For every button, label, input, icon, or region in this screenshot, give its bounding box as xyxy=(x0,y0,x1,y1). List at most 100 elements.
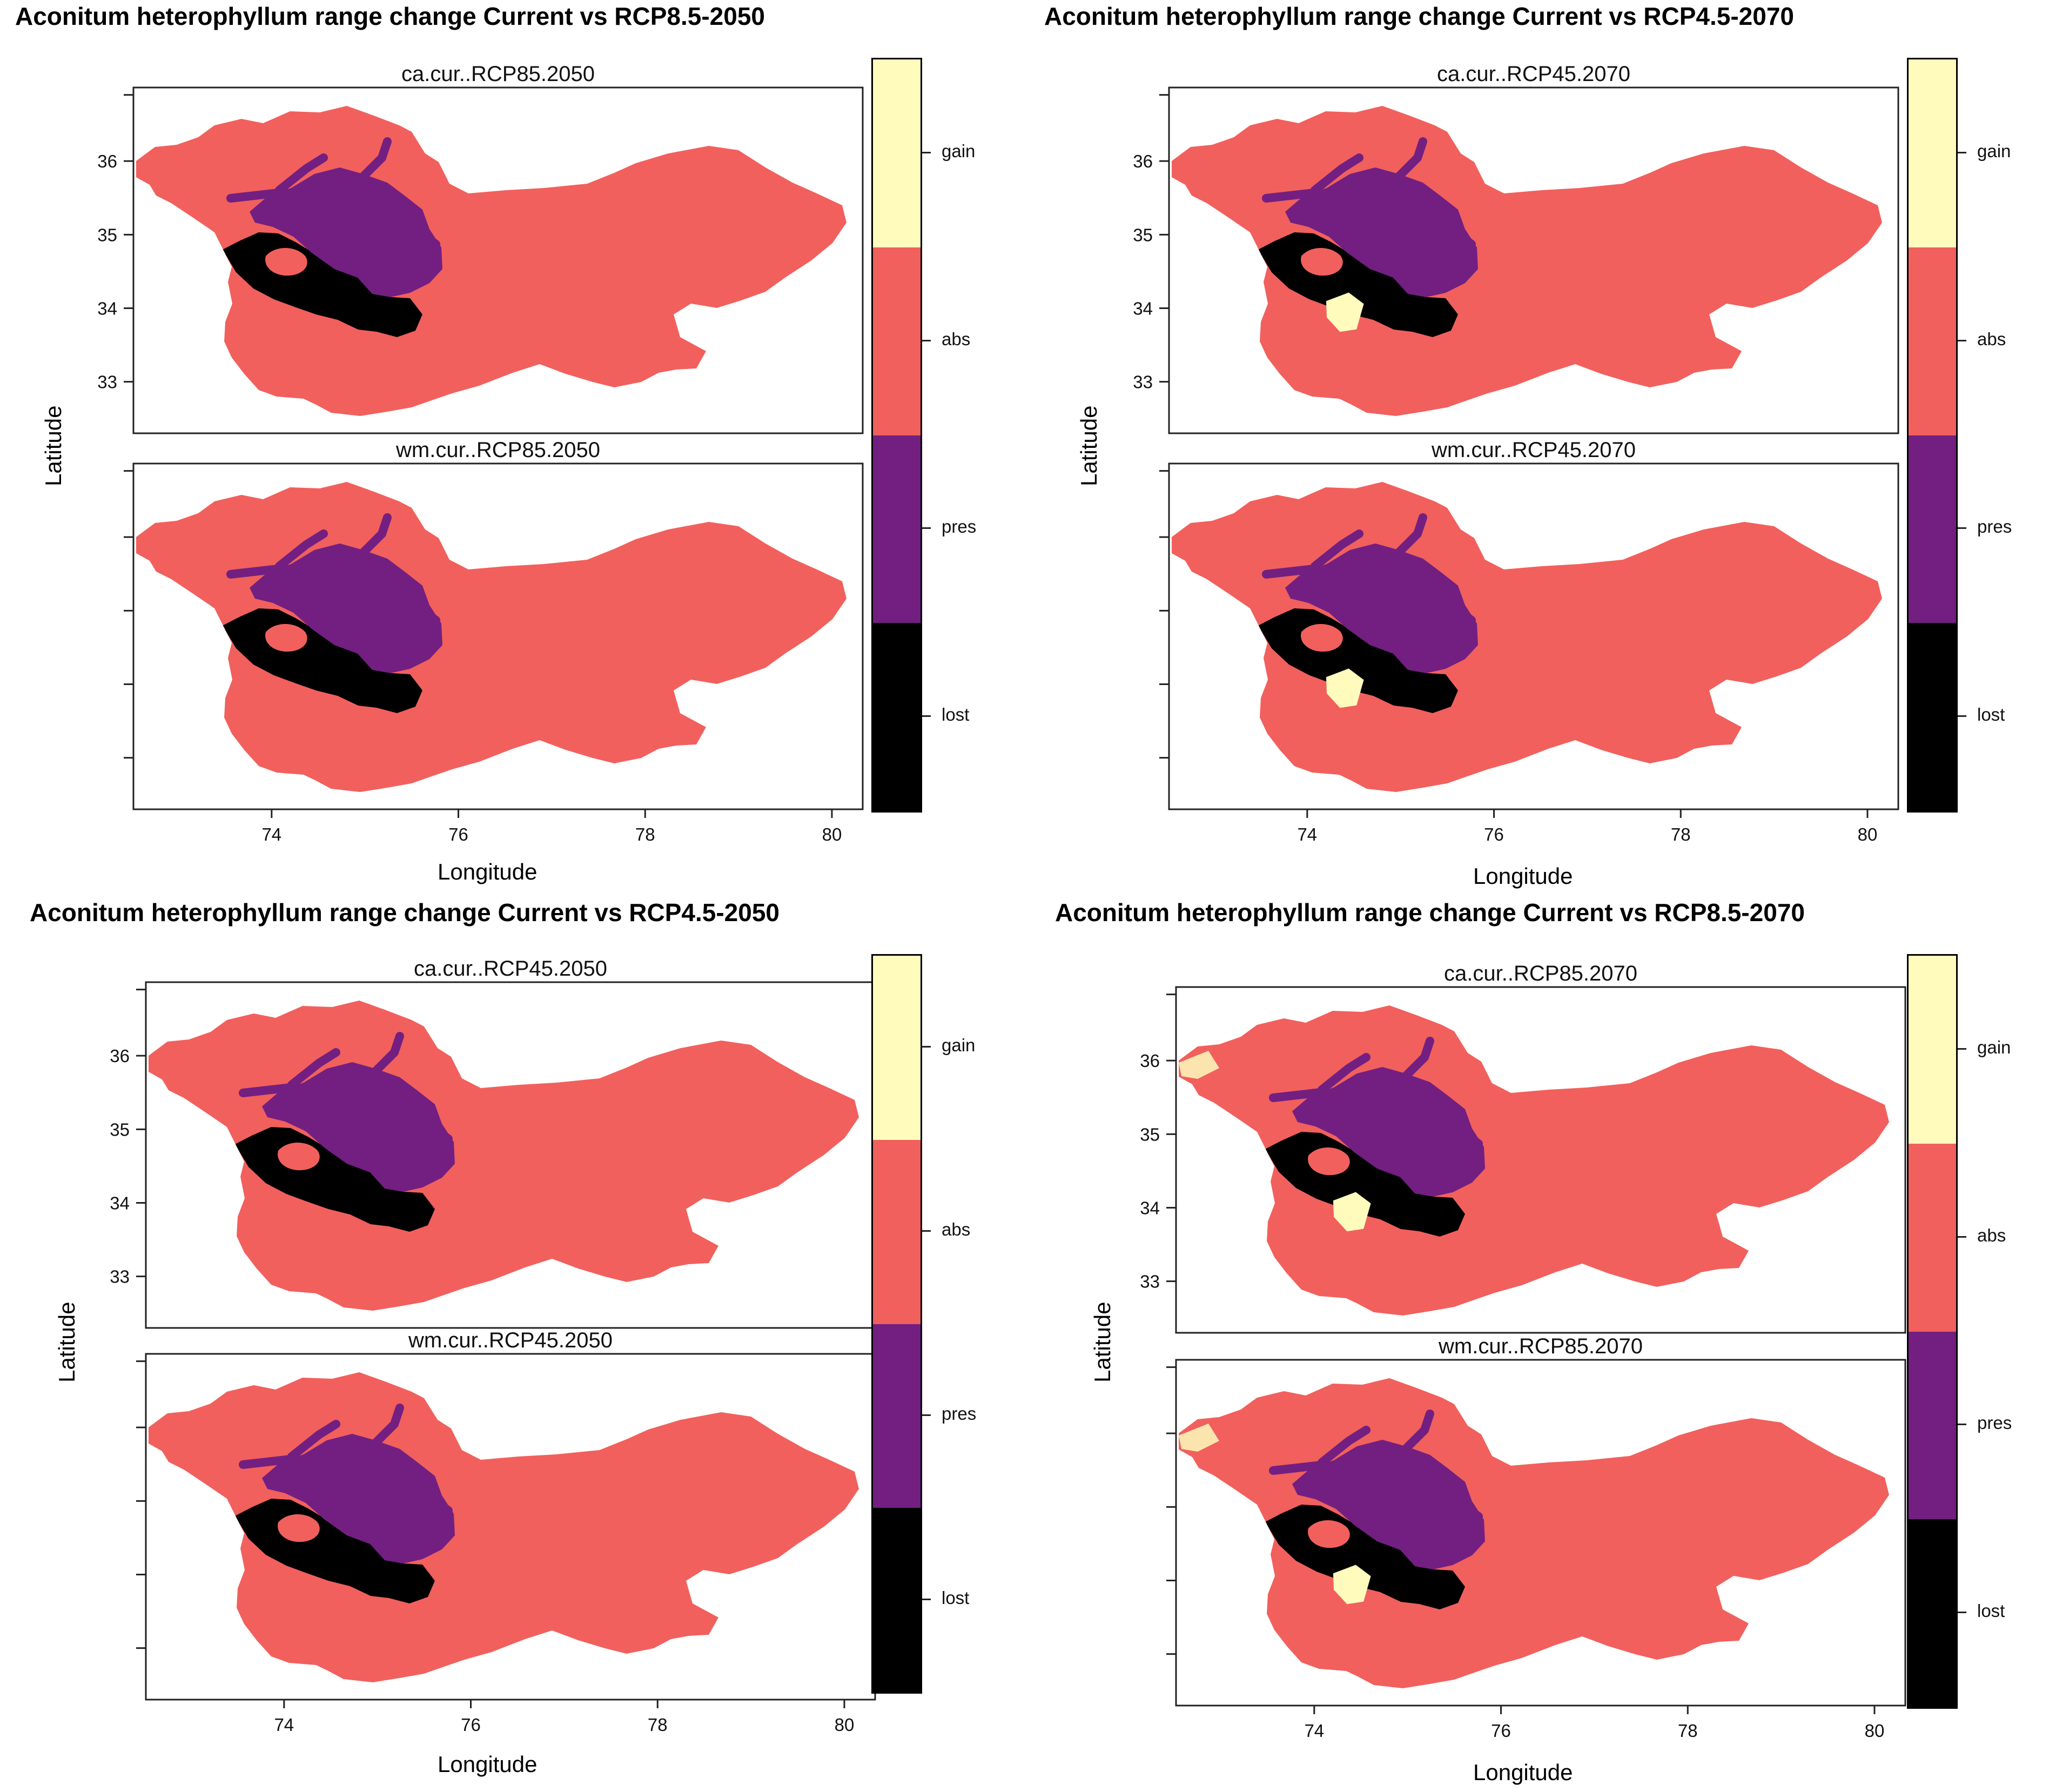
legend-swatch-abs xyxy=(873,1139,921,1325)
y-tick-label: 33 xyxy=(110,1267,130,1287)
map-panel-0: ca.cur..RCP85.2070 33 34 35 36 xyxy=(1140,962,1906,1334)
region-gain xyxy=(1179,1051,1219,1079)
region-pres-streak xyxy=(1334,1108,1425,1126)
region-pres-streak xyxy=(356,513,392,560)
legend-swatch-gain xyxy=(1909,59,1956,248)
legend-tick xyxy=(922,1230,931,1232)
region-abs-island xyxy=(265,248,307,276)
region-abs-island xyxy=(1301,248,1343,276)
legend-tick xyxy=(922,339,931,341)
legend-tick xyxy=(922,1598,931,1600)
region-abs-island xyxy=(278,1514,320,1542)
y-axis-label: Latitude xyxy=(41,405,66,486)
region-pres-streak xyxy=(1269,1461,1325,1475)
legend-tick xyxy=(922,715,931,717)
y-axis-label: Latitude xyxy=(54,1301,79,1382)
region-abs-island xyxy=(1301,624,1343,652)
region-pres-streak xyxy=(356,137,392,184)
x-tick-label: 78 xyxy=(635,824,655,844)
legend-swatch-lost xyxy=(1909,623,1956,811)
legend-colorbar xyxy=(1907,58,1958,813)
region-gain xyxy=(1179,1424,1219,1452)
legend-tick xyxy=(1958,715,1966,717)
x-tick-label: 74 xyxy=(274,1715,294,1735)
region-pres-streak xyxy=(275,529,328,571)
legend-colorbar xyxy=(871,954,922,1694)
y-axis-label: Latitude xyxy=(1090,1301,1115,1382)
legend-swatch-gain xyxy=(873,956,921,1140)
region-abs-island xyxy=(278,1143,320,1171)
x-tick-label: 80 xyxy=(822,824,842,844)
figure-title: Aconitum heterophyllum range change Curr… xyxy=(1055,898,1805,927)
region-gain xyxy=(1326,292,1364,332)
region-pres-streak xyxy=(1399,1410,1434,1456)
region-pres-streak xyxy=(332,1512,404,1536)
region-pres-streak xyxy=(287,1048,340,1089)
x-axis-label: Longitude xyxy=(438,1751,538,1777)
region-pres-streak xyxy=(1420,1118,1483,1148)
legend-tick xyxy=(922,1046,931,1048)
x-tick-label: 76 xyxy=(461,1715,481,1735)
region-gain xyxy=(1326,668,1364,708)
legend-swatch-gain xyxy=(873,59,921,248)
region-pres-streak xyxy=(271,1468,312,1482)
region-pres-streak xyxy=(1399,1037,1434,1083)
map-panel-1: wm.cur..RCP85.2070 74 76 78 80 xyxy=(1166,1334,1906,1741)
legend-swatch-gain xyxy=(1909,956,1956,1144)
legend-label-pres: pres xyxy=(1977,516,2012,537)
region-pres-streak xyxy=(1294,578,1335,592)
x-tick-label: 80 xyxy=(835,1715,855,1735)
range-layers xyxy=(235,1032,460,1232)
x-tick-label: 78 xyxy=(1678,1721,1698,1741)
legend-swatch-pres xyxy=(873,1324,921,1509)
region-pres-streak xyxy=(313,185,401,203)
panel-title: ca.cur..RCP45.2070 xyxy=(1437,62,1630,86)
region-pres-streak xyxy=(1311,153,1363,194)
region-pres-streak xyxy=(1362,1145,1434,1170)
x-tick-label: 76 xyxy=(1484,824,1504,844)
region-pres-streak xyxy=(1301,1474,1342,1488)
region-pres-streak xyxy=(291,208,382,227)
region-pres-streak xyxy=(1392,137,1427,184)
region-pres-streak xyxy=(332,1140,404,1165)
legend-swatch-lost xyxy=(1909,1519,1956,1708)
panel-title: wm.cur..RCP85.2070 xyxy=(1438,1334,1643,1358)
figure-rcp85-2070: Aconitum heterophyllum range change Curr… xyxy=(1036,896,2049,1792)
x-axis-label: Longitude xyxy=(1473,1760,1573,1785)
region-pres-streak xyxy=(259,578,300,592)
range-layers xyxy=(223,513,734,733)
y-axis-label: Latitude xyxy=(1076,405,1101,486)
region-pres-streak xyxy=(319,245,392,270)
legend-label-abs: abs xyxy=(1977,328,2006,349)
map-panels: ca.cur..RCP45.2070 33 34 35 36 wm.cur..RCP45.… xyxy=(1133,62,1899,844)
region-pres-streak xyxy=(259,202,300,216)
region-pres-streak xyxy=(304,1474,394,1493)
figure-rcp45-2070: Aconitum heterophyllum range change Curr… xyxy=(1036,0,2049,896)
y-tick-label: 34 xyxy=(97,299,117,319)
legend-swatch-abs xyxy=(873,247,921,436)
legend-label-gain: gain xyxy=(942,140,976,161)
legend-tick xyxy=(1958,1236,1966,1238)
y-tick-label: 36 xyxy=(110,1046,130,1066)
x-axis-label: Longitude xyxy=(1473,863,1573,889)
map-panel-0: ca.cur..RCP45.2070 33 34 35 36 xyxy=(1133,62,1899,434)
region-pres-streak xyxy=(291,584,382,603)
legend-tick xyxy=(1958,1424,1966,1426)
region-abs-island xyxy=(1308,1520,1350,1548)
legend-tick xyxy=(922,1414,931,1416)
y-tick-label: 33 xyxy=(1140,1272,1160,1292)
legend-tick xyxy=(1958,527,1966,529)
region-pres-streak xyxy=(1327,208,1417,227)
legend-swatch-pres xyxy=(873,435,921,624)
region-pres-streak xyxy=(1327,584,1417,603)
legend-swatch-lost xyxy=(873,1508,921,1693)
figure-title: Aconitum heterophyllum range change Curr… xyxy=(15,2,765,30)
region-pres-streak xyxy=(313,561,401,579)
region-pres-streak xyxy=(390,1113,453,1143)
map-panel-1: wm.cur..RCP85.2050 74 76 78 80 xyxy=(124,438,864,844)
legend-label-pres: pres xyxy=(1977,1413,2012,1433)
legend-label-pres: pres xyxy=(942,1403,977,1424)
region-pres-streak xyxy=(319,621,392,646)
legend-tick xyxy=(1958,339,1966,341)
region-pres-streak xyxy=(1318,1053,1371,1094)
